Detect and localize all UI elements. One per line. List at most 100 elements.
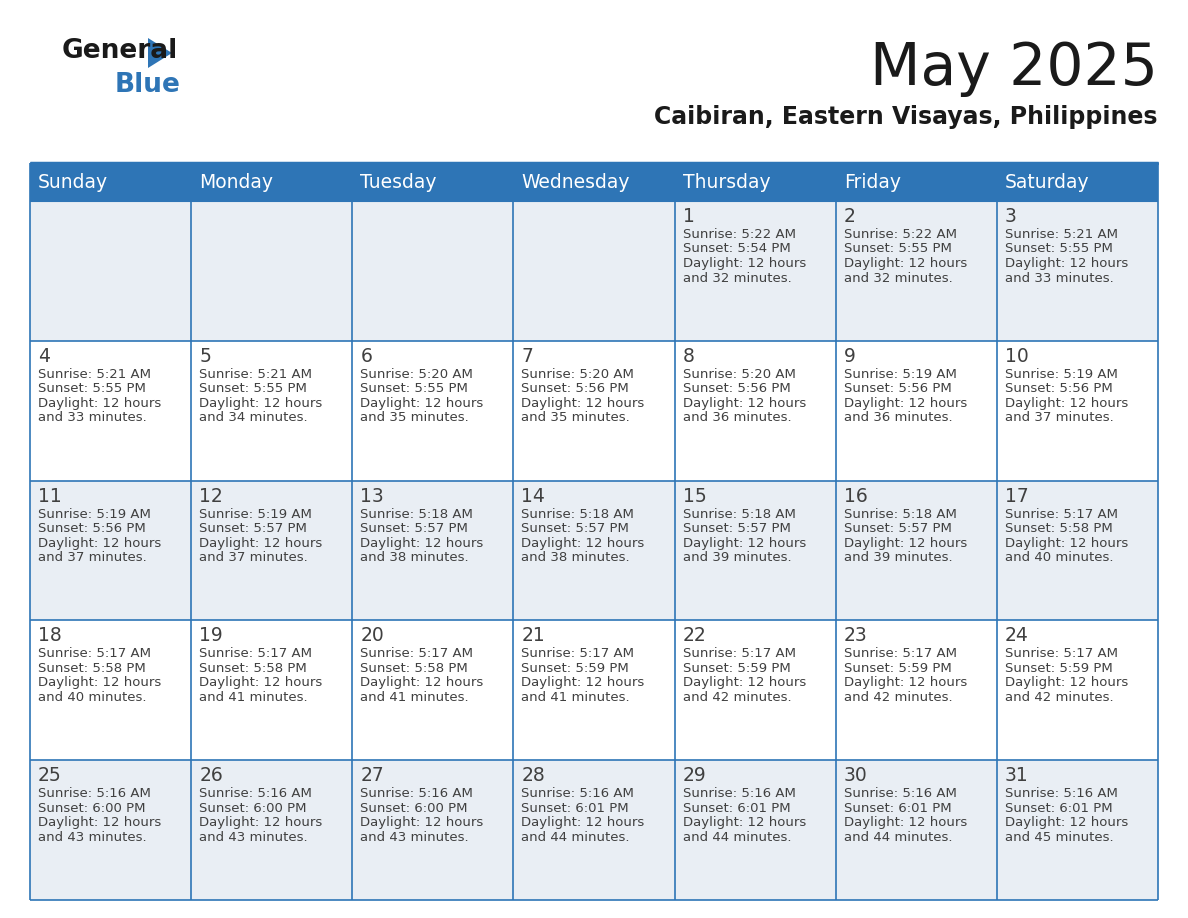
- Text: 19: 19: [200, 626, 223, 645]
- Text: General: General: [62, 38, 178, 64]
- Polygon shape: [148, 38, 172, 68]
- Text: and 32 minutes.: and 32 minutes.: [843, 272, 953, 285]
- Text: Sunrise: 5:20 AM: Sunrise: 5:20 AM: [522, 368, 634, 381]
- Text: 5: 5: [200, 347, 211, 365]
- Text: 8: 8: [683, 347, 695, 365]
- Text: 12: 12: [200, 487, 223, 506]
- Text: 13: 13: [360, 487, 384, 506]
- Text: Daylight: 12 hours: Daylight: 12 hours: [360, 397, 484, 409]
- Text: Sunrise: 5:18 AM: Sunrise: 5:18 AM: [360, 508, 473, 521]
- Text: Daylight: 12 hours: Daylight: 12 hours: [360, 677, 484, 689]
- Text: and 45 minutes.: and 45 minutes.: [1005, 831, 1113, 844]
- Text: Sunset: 6:01 PM: Sunset: 6:01 PM: [522, 801, 630, 814]
- Text: 23: 23: [843, 626, 867, 645]
- Text: Sunrise: 5:17 AM: Sunrise: 5:17 AM: [843, 647, 956, 660]
- Text: Sunrise: 5:20 AM: Sunrise: 5:20 AM: [360, 368, 473, 381]
- Text: Sunrise: 5:22 AM: Sunrise: 5:22 AM: [683, 228, 796, 241]
- Text: Sunset: 6:01 PM: Sunset: 6:01 PM: [683, 801, 790, 814]
- Text: 30: 30: [843, 767, 867, 785]
- Text: 31: 31: [1005, 767, 1029, 785]
- Text: 25: 25: [38, 767, 62, 785]
- Text: Sunrise: 5:21 AM: Sunrise: 5:21 AM: [1005, 228, 1118, 241]
- Text: Wednesday: Wednesday: [522, 173, 630, 192]
- Text: Sunrise: 5:19 AM: Sunrise: 5:19 AM: [843, 368, 956, 381]
- Text: Daylight: 12 hours: Daylight: 12 hours: [360, 537, 484, 550]
- Text: Sunrise: 5:21 AM: Sunrise: 5:21 AM: [38, 368, 151, 381]
- Text: 6: 6: [360, 347, 372, 365]
- Text: and 34 minutes.: and 34 minutes.: [200, 411, 308, 424]
- Text: Sunrise: 5:19 AM: Sunrise: 5:19 AM: [1005, 368, 1118, 381]
- Text: and 44 minutes.: and 44 minutes.: [843, 831, 953, 844]
- Text: and 43 minutes.: and 43 minutes.: [38, 831, 146, 844]
- Text: and 41 minutes.: and 41 minutes.: [522, 691, 630, 704]
- Text: Daylight: 12 hours: Daylight: 12 hours: [843, 816, 967, 829]
- Text: Blue: Blue: [115, 72, 181, 98]
- Text: and 42 minutes.: and 42 minutes.: [1005, 691, 1113, 704]
- Text: Sunrise: 5:22 AM: Sunrise: 5:22 AM: [843, 228, 956, 241]
- Text: Sunrise: 5:17 AM: Sunrise: 5:17 AM: [200, 647, 312, 660]
- Text: Sunset: 5:57 PM: Sunset: 5:57 PM: [843, 522, 952, 535]
- Text: 10: 10: [1005, 347, 1029, 365]
- Text: Sunset: 5:59 PM: Sunset: 5:59 PM: [843, 662, 952, 675]
- Text: and 41 minutes.: and 41 minutes.: [200, 691, 308, 704]
- Text: and 40 minutes.: and 40 minutes.: [38, 691, 146, 704]
- Text: May 2025: May 2025: [870, 40, 1158, 97]
- Text: Sunrise: 5:16 AM: Sunrise: 5:16 AM: [683, 788, 796, 800]
- Bar: [30, 621, 1158, 760]
- Text: and 41 minutes.: and 41 minutes.: [360, 691, 469, 704]
- Text: Sunrise: 5:17 AM: Sunrise: 5:17 AM: [522, 647, 634, 660]
- Text: Daylight: 12 hours: Daylight: 12 hours: [1005, 537, 1129, 550]
- Bar: [30, 481, 1158, 621]
- Text: Sunset: 5:59 PM: Sunset: 5:59 PM: [683, 662, 790, 675]
- Text: and 39 minutes.: and 39 minutes.: [683, 551, 791, 564]
- Text: and 36 minutes.: and 36 minutes.: [683, 411, 791, 424]
- Text: Sunrise: 5:21 AM: Sunrise: 5:21 AM: [200, 368, 312, 381]
- Text: Daylight: 12 hours: Daylight: 12 hours: [843, 677, 967, 689]
- Text: 18: 18: [38, 626, 62, 645]
- Text: and 35 minutes.: and 35 minutes.: [360, 411, 469, 424]
- Text: and 33 minutes.: and 33 minutes.: [38, 411, 147, 424]
- Text: Sunset: 5:54 PM: Sunset: 5:54 PM: [683, 242, 790, 255]
- Text: Sunset: 5:56 PM: Sunset: 5:56 PM: [38, 522, 146, 535]
- Text: and 40 minutes.: and 40 minutes.: [1005, 551, 1113, 564]
- Text: Daylight: 12 hours: Daylight: 12 hours: [200, 537, 322, 550]
- Text: 3: 3: [1005, 207, 1017, 226]
- Text: Daylight: 12 hours: Daylight: 12 hours: [683, 537, 805, 550]
- Text: Daylight: 12 hours: Daylight: 12 hours: [683, 257, 805, 270]
- Text: Daylight: 12 hours: Daylight: 12 hours: [1005, 397, 1129, 409]
- Text: Sunset: 6:00 PM: Sunset: 6:00 PM: [38, 801, 145, 814]
- Text: Daylight: 12 hours: Daylight: 12 hours: [843, 397, 967, 409]
- Text: and 37 minutes.: and 37 minutes.: [38, 551, 147, 564]
- Text: Thursday: Thursday: [683, 173, 770, 192]
- Text: Sunset: 5:58 PM: Sunset: 5:58 PM: [1005, 522, 1113, 535]
- Text: Sunset: 5:55 PM: Sunset: 5:55 PM: [200, 382, 307, 396]
- Text: Daylight: 12 hours: Daylight: 12 hours: [38, 816, 162, 829]
- Text: 4: 4: [38, 347, 50, 365]
- Text: 2: 2: [843, 207, 855, 226]
- Text: Daylight: 12 hours: Daylight: 12 hours: [38, 677, 162, 689]
- Text: Tuesday: Tuesday: [360, 173, 437, 192]
- Text: and 38 minutes.: and 38 minutes.: [360, 551, 469, 564]
- Text: and 44 minutes.: and 44 minutes.: [522, 831, 630, 844]
- Text: Sunset: 5:55 PM: Sunset: 5:55 PM: [360, 382, 468, 396]
- Text: Daylight: 12 hours: Daylight: 12 hours: [1005, 257, 1129, 270]
- Text: Sunset: 6:00 PM: Sunset: 6:00 PM: [360, 801, 468, 814]
- Text: Sunset: 5:58 PM: Sunset: 5:58 PM: [38, 662, 146, 675]
- Text: Daylight: 12 hours: Daylight: 12 hours: [843, 537, 967, 550]
- Text: 28: 28: [522, 767, 545, 785]
- Text: Sunset: 5:58 PM: Sunset: 5:58 PM: [200, 662, 307, 675]
- Text: Sunset: 5:55 PM: Sunset: 5:55 PM: [38, 382, 146, 396]
- Text: Sunset: 5:56 PM: Sunset: 5:56 PM: [683, 382, 790, 396]
- Text: Monday: Monday: [200, 173, 273, 192]
- Bar: [30, 341, 1158, 481]
- Text: Sunset: 5:57 PM: Sunset: 5:57 PM: [683, 522, 790, 535]
- Text: Daylight: 12 hours: Daylight: 12 hours: [200, 816, 322, 829]
- Text: and 33 minutes.: and 33 minutes.: [1005, 272, 1113, 285]
- Text: Sunset: 6:01 PM: Sunset: 6:01 PM: [843, 801, 952, 814]
- Text: and 42 minutes.: and 42 minutes.: [843, 691, 953, 704]
- Text: Sunset: 6:01 PM: Sunset: 6:01 PM: [1005, 801, 1112, 814]
- Text: Sunrise: 5:16 AM: Sunrise: 5:16 AM: [200, 788, 312, 800]
- Text: 9: 9: [843, 347, 855, 365]
- Text: Daylight: 12 hours: Daylight: 12 hours: [522, 537, 645, 550]
- Text: Daylight: 12 hours: Daylight: 12 hours: [1005, 677, 1129, 689]
